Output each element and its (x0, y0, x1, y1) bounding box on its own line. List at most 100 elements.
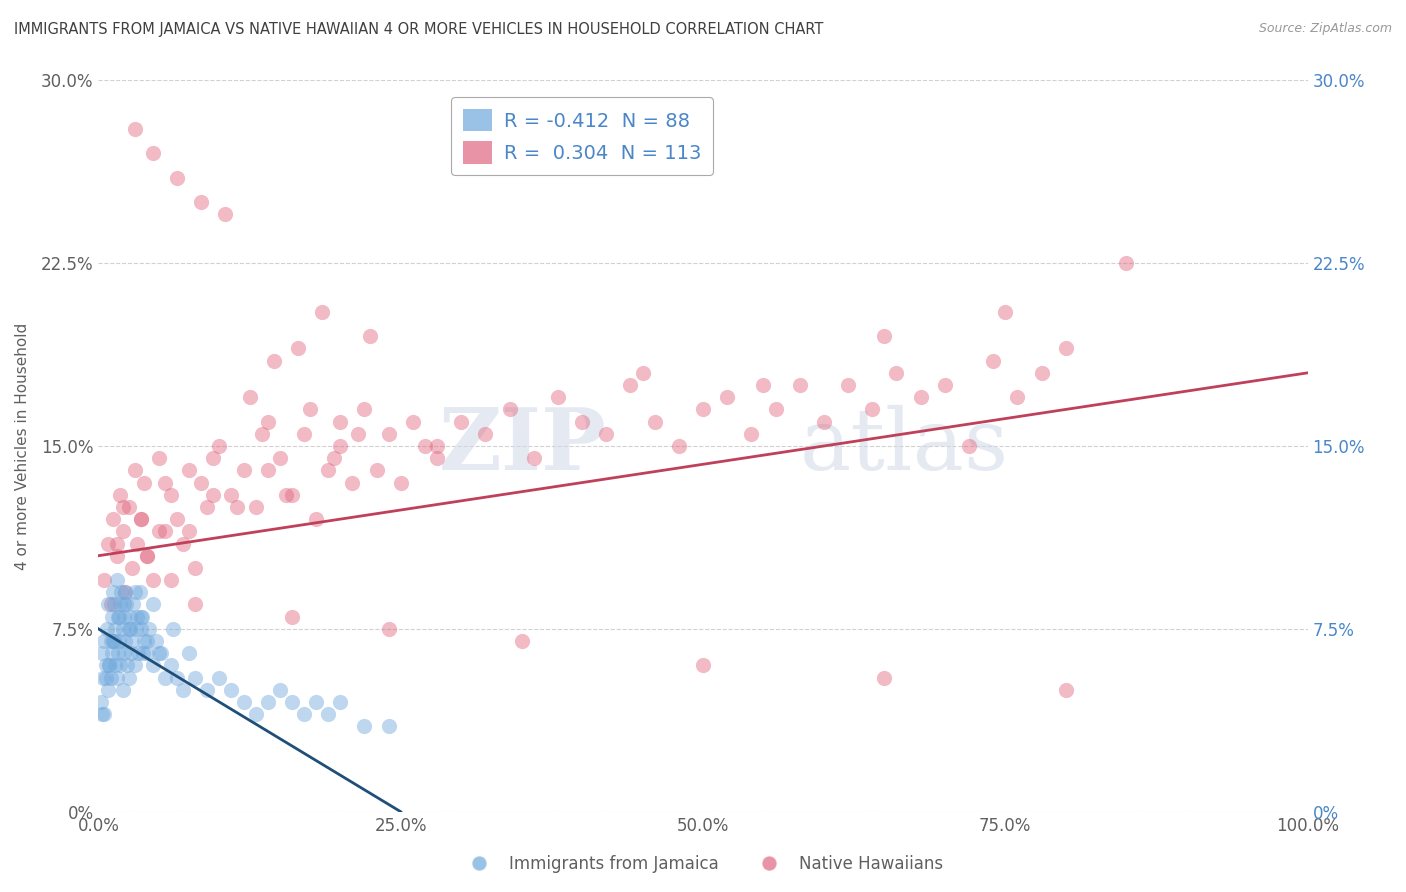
Point (101, 634, 124, 648)
Point (91, 707, 114, 722)
Point (523, 451, 546, 466)
Point (129, 622, 152, 636)
Point (100, 609, 122, 624)
Point (134, 475, 156, 490)
Point (860, 402, 883, 417)
Point (981, 353, 1004, 368)
Point (104, 622, 127, 636)
Point (142, 598, 165, 612)
Point (124, 122, 146, 136)
Legend: R = -0.412  N = 88, R =  0.304  N = 113: R = -0.412 N = 88, R = 0.304 N = 113 (451, 97, 713, 176)
Point (128, 585, 150, 599)
Y-axis label: 4 or more Vehicles in Household: 4 or more Vehicles in Household (15, 322, 30, 570)
Point (115, 598, 138, 612)
Point (426, 439, 449, 453)
Point (305, 512, 328, 526)
Point (124, 658, 146, 673)
Point (740, 426, 762, 441)
Point (166, 170, 188, 185)
Point (957, 439, 980, 453)
Point (93, 573, 115, 587)
Point (98, 658, 121, 673)
Point (1115, 256, 1137, 270)
Point (134, 634, 156, 648)
Point (129, 609, 152, 624)
Point (934, 378, 956, 392)
Point (886, 366, 908, 380)
Point (166, 671, 188, 685)
Point (619, 378, 641, 392)
Point (402, 415, 425, 429)
Point (150, 646, 173, 660)
Point (160, 573, 183, 587)
Point (413, 439, 436, 453)
Point (132, 646, 155, 660)
Point (148, 646, 170, 660)
Point (112, 598, 135, 612)
Point (329, 695, 352, 709)
Point (135, 634, 157, 648)
Point (292, 707, 315, 722)
Point (135, 646, 157, 660)
Point (311, 305, 333, 319)
Point (208, 439, 231, 453)
Point (100, 671, 122, 685)
Point (124, 463, 146, 477)
Point (287, 342, 309, 356)
Point (360, 329, 382, 343)
Point (1054, 342, 1077, 356)
Point (166, 512, 188, 526)
Point (90, 695, 112, 709)
Point (221, 682, 243, 697)
Point (93, 707, 115, 722)
Point (114, 585, 136, 599)
Point (221, 488, 243, 502)
Point (837, 378, 859, 392)
Point (377, 426, 399, 441)
Point (179, 463, 201, 477)
Point (145, 634, 167, 648)
Point (571, 415, 593, 429)
Point (214, 207, 236, 221)
Point (692, 402, 714, 417)
Point (110, 585, 132, 599)
Point (121, 561, 143, 575)
Point (148, 524, 170, 539)
Point (96, 622, 118, 636)
Point (202, 488, 225, 502)
Point (366, 463, 388, 477)
Point (101, 585, 124, 599)
Text: atlas: atlas (800, 404, 1010, 488)
Legend: Immigrants from Jamaica, Native Hawaiians: Immigrants from Jamaica, Native Hawaiian… (456, 848, 950, 880)
Point (97, 536, 120, 550)
Point (124, 585, 146, 599)
Point (105, 549, 128, 563)
Point (329, 415, 352, 429)
Point (91, 646, 114, 660)
Point (120, 646, 142, 660)
Point (105, 536, 128, 550)
Point (153, 671, 176, 685)
Point (172, 682, 194, 697)
Point (111, 622, 134, 636)
Point (118, 500, 141, 514)
Point (122, 598, 145, 612)
Point (114, 585, 136, 599)
Point (281, 609, 304, 624)
Point (692, 658, 714, 673)
Point (353, 402, 375, 417)
Point (107, 609, 129, 624)
Point (108, 488, 131, 502)
Point (274, 488, 297, 502)
Point (100, 598, 122, 612)
Point (108, 598, 131, 612)
Point (353, 719, 375, 733)
Point (910, 390, 932, 404)
Point (112, 609, 135, 624)
Point (179, 646, 201, 660)
Point (316, 463, 339, 477)
Point (127, 609, 149, 624)
Point (510, 634, 533, 648)
Point (100, 646, 122, 660)
Point (245, 500, 267, 514)
